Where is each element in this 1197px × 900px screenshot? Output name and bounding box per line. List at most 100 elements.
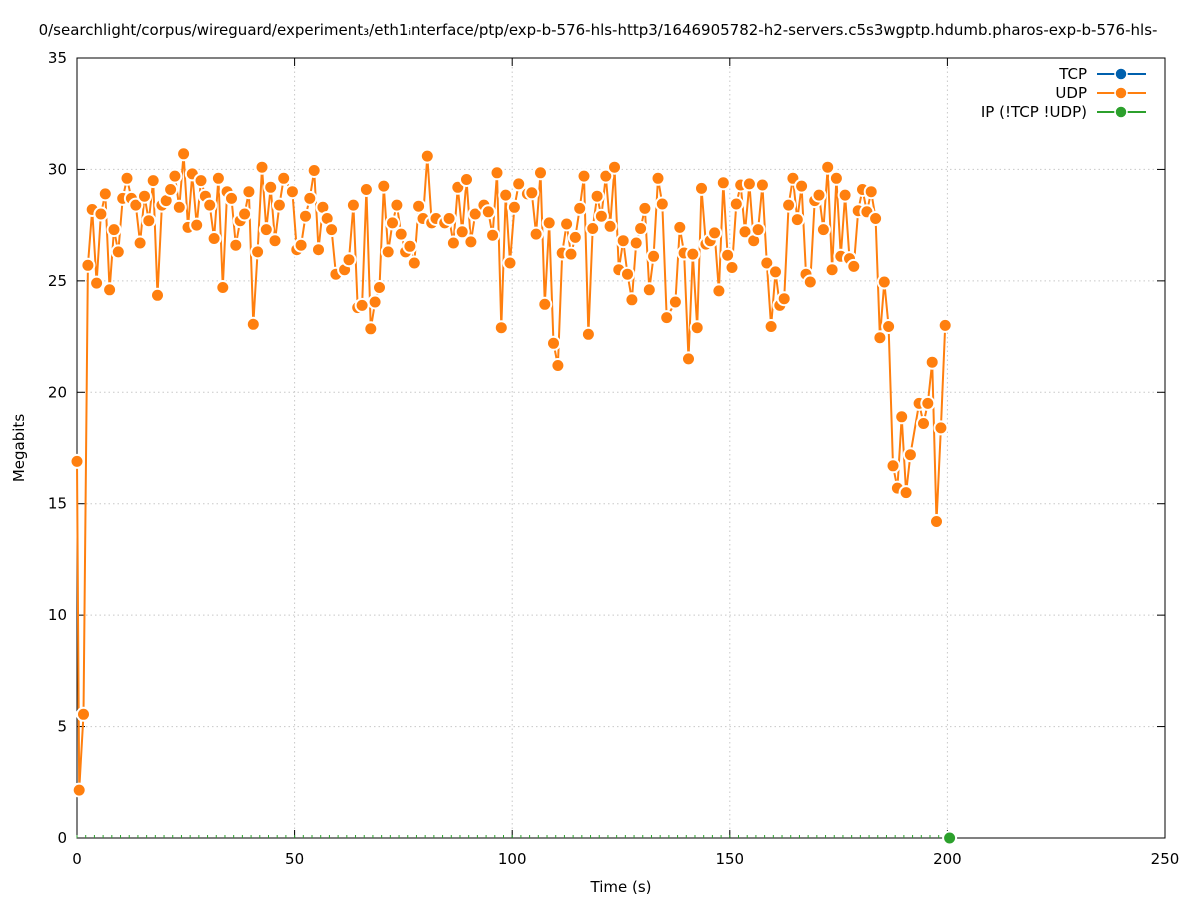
x-axis-title: Time (s): [590, 878, 652, 896]
data-point: [876, 274, 892, 290]
data-point: [689, 320, 705, 336]
data-point: [694, 180, 709, 196]
series-3: [942, 830, 958, 846]
data-point: [924, 354, 940, 370]
data-point: [741, 176, 757, 192]
data-point: [672, 219, 688, 235]
data-point: [754, 177, 770, 193]
data-point: [106, 222, 122, 238]
data-point: [633, 221, 649, 236]
data-point: [811, 187, 827, 203]
data-point: [902, 447, 918, 463]
data-point: [393, 226, 409, 242]
data-point: [598, 168, 614, 184]
y-axis-title: Megabits: [10, 414, 28, 482]
legend-marker: [1114, 86, 1128, 100]
data-point: [202, 197, 218, 213]
data-point: [781, 197, 797, 213]
data-point: [71, 782, 87, 798]
data-point: [546, 335, 561, 351]
data-point: [376, 178, 392, 194]
legend-item-2: UDP: [1055, 84, 1146, 102]
data-point: [502, 255, 518, 271]
data-point: [650, 170, 666, 186]
data-point: [119, 170, 135, 186]
data-point: [171, 199, 187, 215]
data-point: [580, 326, 596, 342]
data-point: [372, 280, 387, 295]
data-point: [493, 320, 509, 336]
data-point: [585, 221, 601, 236]
data-point: [715, 175, 731, 191]
data-point: [916, 416, 931, 431]
data-point: [794, 178, 810, 194]
data-point: [193, 173, 209, 189]
data-point: [263, 179, 279, 195]
data-point: [306, 163, 322, 178]
data-point: [898, 485, 914, 501]
data-point: [76, 706, 91, 722]
data-point: [624, 292, 640, 308]
data-point: [406, 255, 422, 271]
legend-marker: [1114, 67, 1128, 81]
data-point: [620, 266, 635, 282]
x-tick-label: 50: [285, 850, 304, 868]
data-point: [593, 208, 609, 224]
data-point: [872, 330, 888, 346]
axis-ticks: 0 5 10 15 20 25 30 35 0 50 100 150 200 250: [48, 49, 1179, 868]
data-point: [667, 294, 683, 310]
data-point: [97, 186, 113, 202]
legend-item-3: IP (!TCP !UDP): [981, 103, 1146, 121]
data-point: [820, 159, 836, 175]
data-point: [389, 197, 405, 213]
y-tick-label: 10: [48, 606, 67, 624]
data-point: [567, 229, 583, 245]
data-point: [480, 204, 496, 220]
data-point: [929, 514, 944, 529]
data-point: [685, 246, 701, 262]
data-point: [646, 248, 662, 264]
data-point: [920, 395, 936, 411]
data-point: [110, 244, 126, 260]
legend-label: UDP: [1055, 84, 1087, 102]
data-point: [824, 262, 840, 278]
data-point: [137, 188, 152, 204]
data-point: [167, 168, 183, 184]
x-tick-label: 0: [72, 850, 82, 868]
data-point: [163, 182, 179, 197]
data-point: [533, 165, 548, 181]
data-point: [454, 224, 470, 240]
data-point: [367, 294, 383, 310]
data-point: [937, 317, 953, 333]
data-point: [80, 257, 96, 273]
series-layer: [69, 146, 958, 846]
data-point: [189, 217, 205, 233]
data-point: [763, 319, 779, 334]
data-point: [641, 282, 657, 298]
data-point: [254, 159, 270, 175]
data-point: [224, 190, 239, 206]
data-point: [628, 235, 644, 251]
data-point: [654, 196, 670, 212]
data-point: [707, 225, 723, 241]
data-point: [559, 216, 575, 232]
data-point: [345, 197, 361, 213]
data-point: [846, 258, 862, 274]
data-point: [572, 200, 588, 216]
y-tick-label: 25: [48, 272, 67, 290]
x-tick-label: 100: [498, 850, 527, 868]
y-tick-label: 35: [48, 49, 67, 67]
data-point: [815, 222, 831, 238]
data-point: [759, 255, 775, 271]
data-point: [837, 187, 853, 203]
y-tick-label: 15: [48, 495, 67, 513]
data-point: [885, 458, 901, 474]
data-point: [720, 247, 736, 263]
data-point: [302, 190, 318, 206]
data-point: [354, 297, 370, 313]
data-point: [324, 222, 340, 238]
data-point: [802, 274, 818, 290]
data-point: [150, 287, 165, 303]
